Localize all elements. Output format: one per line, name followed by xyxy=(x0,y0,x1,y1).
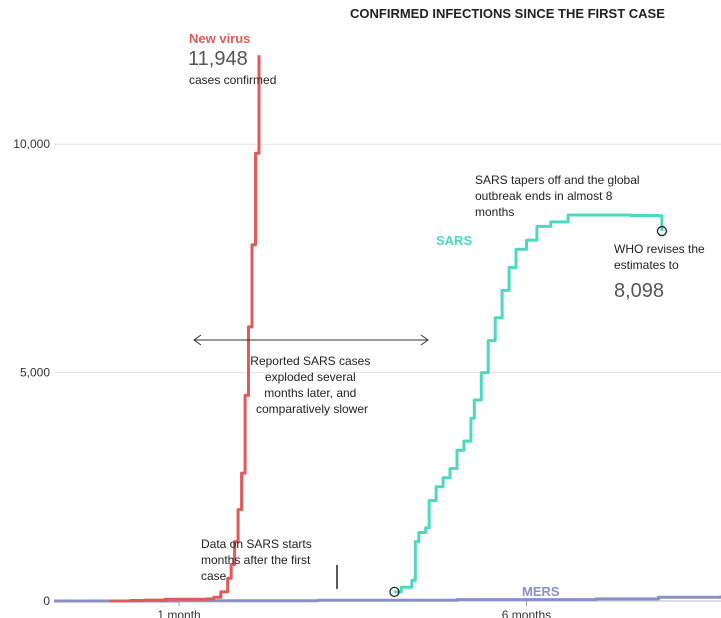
y-tick-label: 10,000 xyxy=(13,137,50,151)
gap-annotation: Reported SARS cases exploded several mon… xyxy=(250,354,373,416)
x-axis-ticks: 1 month 6 months xyxy=(157,601,551,618)
sars-end-line: outbreak ends in almost 8 xyxy=(475,189,613,203)
sars-end-marker xyxy=(656,225,668,237)
x-tick-label: 6 months xyxy=(502,608,551,618)
sars-line xyxy=(394,213,664,594)
y-tick-label: 0 xyxy=(43,594,50,608)
sars-end-line: SARS tapers off and the global xyxy=(475,173,640,187)
y-axis-ticks: 0 5,000 10,000 xyxy=(13,137,50,608)
gap-line: Reported SARS cases xyxy=(250,354,370,368)
new-virus-line xyxy=(109,55,261,603)
chart-title: CONFIRMED INFECTIONS SINCE THE FIRST CAS… xyxy=(350,6,665,21)
mers-label: MERS xyxy=(522,584,560,599)
gap-line: exploded several xyxy=(265,370,356,384)
new-virus-label: New virus xyxy=(189,31,250,46)
series-lines xyxy=(54,55,721,603)
gridlines xyxy=(54,143,721,602)
new-virus-value: 11,948 xyxy=(188,48,248,70)
sars-label: SARS xyxy=(436,233,472,248)
who-annotation: WHO revises the estimates to xyxy=(614,242,708,272)
sars-end-line: months xyxy=(475,205,514,219)
sars-start-line: case xyxy=(201,569,227,583)
x-tick-label: 1 month xyxy=(157,608,200,618)
y-tick-label: 5,000 xyxy=(20,366,50,380)
gap-line: comparatively slower xyxy=(256,402,368,416)
who-value: 8,098 xyxy=(614,280,664,302)
sars-start-annotation: Data on SARS starts months after the fir… xyxy=(201,537,315,583)
who-line: estimates to xyxy=(614,258,679,272)
who-line: WHO revises the xyxy=(614,242,705,256)
gap-line: months later, and xyxy=(264,386,356,400)
mers-line xyxy=(54,595,721,603)
sars-start-line: Data on SARS starts xyxy=(201,537,312,551)
gap-arrow xyxy=(193,334,429,346)
sars-end-annotation: SARS tapers off and the global outbreak … xyxy=(475,173,643,219)
sars-start-line: months after the first xyxy=(201,553,311,567)
markers xyxy=(389,225,668,598)
sars-start-marker xyxy=(389,586,400,598)
new-virus-caption: cases confirmed xyxy=(189,73,276,87)
